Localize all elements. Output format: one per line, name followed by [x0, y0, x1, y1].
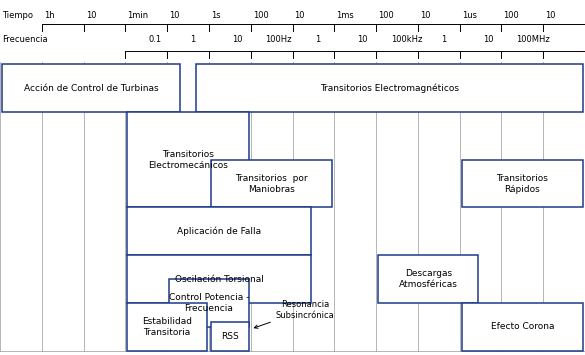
Text: Descargas
Atmosféricas: Descargas Atmosféricas — [399, 269, 457, 289]
FancyBboxPatch shape — [128, 207, 311, 255]
Text: 10: 10 — [357, 36, 368, 44]
Text: Transitorios
Electromecánicos: Transitorios Electromecánicos — [148, 150, 228, 170]
Text: 0.1: 0.1 — [149, 36, 161, 44]
Text: 100kHz: 100kHz — [391, 36, 422, 44]
Text: 10: 10 — [232, 36, 242, 44]
Text: Resonancia
Subsincrónica: Resonancia Subsincrónica — [254, 300, 335, 328]
Text: 1us: 1us — [462, 11, 477, 20]
Text: 1min: 1min — [128, 11, 149, 20]
FancyBboxPatch shape — [128, 112, 249, 207]
FancyBboxPatch shape — [211, 322, 249, 351]
Text: Estabilidad
Transitoria: Estabilidad Transitoria — [142, 317, 192, 337]
Text: 10: 10 — [169, 11, 180, 20]
Text: 100Hz: 100Hz — [266, 36, 292, 44]
Text: Control Potencia -
Frecuencia: Control Potencia - Frecuencia — [168, 293, 249, 313]
Text: Efecto Corona: Efecto Corona — [491, 322, 554, 331]
FancyBboxPatch shape — [378, 255, 479, 303]
Text: Tiempo: Tiempo — [2, 11, 33, 20]
FancyBboxPatch shape — [197, 64, 583, 112]
Text: 10: 10 — [85, 11, 96, 20]
Text: 10: 10 — [545, 11, 556, 20]
FancyBboxPatch shape — [462, 303, 583, 351]
Text: Acción de Control de Turbinas: Acción de Control de Turbinas — [23, 84, 158, 93]
Text: 1: 1 — [315, 36, 321, 44]
FancyBboxPatch shape — [128, 303, 207, 351]
Text: 10: 10 — [420, 11, 431, 20]
Text: 1s: 1s — [211, 11, 221, 20]
FancyBboxPatch shape — [462, 160, 583, 207]
Text: RSS: RSS — [221, 332, 239, 341]
Text: 10: 10 — [483, 36, 493, 44]
Text: 10: 10 — [295, 11, 305, 20]
Text: Transitorios Electromagnéticos: Transitorios Electromagnéticos — [320, 83, 459, 93]
FancyBboxPatch shape — [169, 279, 249, 327]
Text: Oscilación Torsional: Oscilación Torsional — [175, 274, 264, 284]
Text: 1: 1 — [441, 36, 446, 44]
Text: Aplicación de Falla: Aplicación de Falla — [177, 226, 261, 236]
Text: 100: 100 — [504, 11, 519, 20]
Text: 1h: 1h — [44, 11, 54, 20]
Text: 100: 100 — [253, 11, 269, 20]
Text: 100MHz: 100MHz — [516, 36, 550, 44]
Text: Transitorios  por
Maniobras: Transitorios por Maniobras — [235, 174, 308, 193]
FancyBboxPatch shape — [2, 64, 180, 112]
Text: 1: 1 — [190, 36, 195, 44]
Text: Frecuencia: Frecuencia — [2, 36, 48, 44]
Text: 1ms: 1ms — [336, 11, 354, 20]
Text: Transitorios
Rápidos: Transitorios Rápidos — [497, 174, 548, 193]
FancyBboxPatch shape — [128, 255, 311, 303]
FancyBboxPatch shape — [211, 160, 332, 207]
Text: 100: 100 — [378, 11, 394, 20]
